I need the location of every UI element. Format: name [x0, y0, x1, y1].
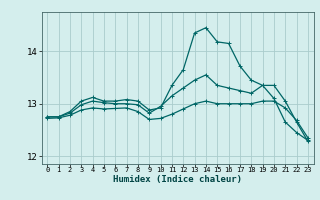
- X-axis label: Humidex (Indice chaleur): Humidex (Indice chaleur): [113, 175, 242, 184]
